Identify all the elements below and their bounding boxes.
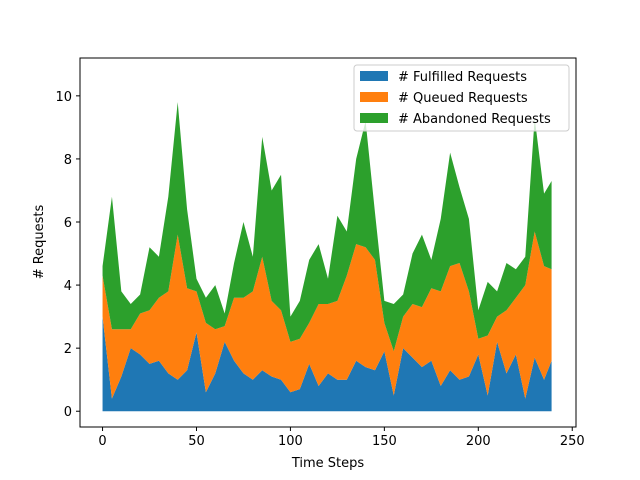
y-tick-label: 8 [64,153,72,168]
x-axis-label: Time Steps [291,456,365,471]
y-tick-label: 0 [64,405,72,420]
y-tick-label: 6 [64,216,72,231]
legend-label: # Fulfilled Requests [398,70,527,85]
y-tick-label: 10 [55,90,72,105]
x-tick-label: 0 [98,434,106,449]
x-tick-label: 200 [466,434,491,449]
x-tick-label: 50 [188,434,205,449]
legend: # Fulfilled Requests # Queued Requests # A… [353,64,570,132]
area-series-2 [102,231,552,399]
legend-swatch [360,113,388,123]
axes: 0 50 100 150 200 250 0 2 4 6 8 10 [55,57,585,449]
legend-swatch [360,92,388,102]
area-series-3 [102,102,552,352]
y-tick-label: 2 [64,342,72,357]
x-tick-label: 100 [278,434,303,449]
x-tick-label: 250 [560,434,585,449]
legend-swatch [360,71,388,81]
legend-label: # Abandoned Requests [398,112,551,127]
x-tick-label: 150 [372,434,397,449]
stacked-areas [102,102,552,412]
legend-box [353,64,570,132]
plot-frame [79,57,577,428]
y-axis-label: # Requests [32,204,47,279]
y-tick-label: 4 [64,279,72,294]
area-series-1 [102,316,552,412]
legend-label: # Queued Requests [398,91,528,106]
